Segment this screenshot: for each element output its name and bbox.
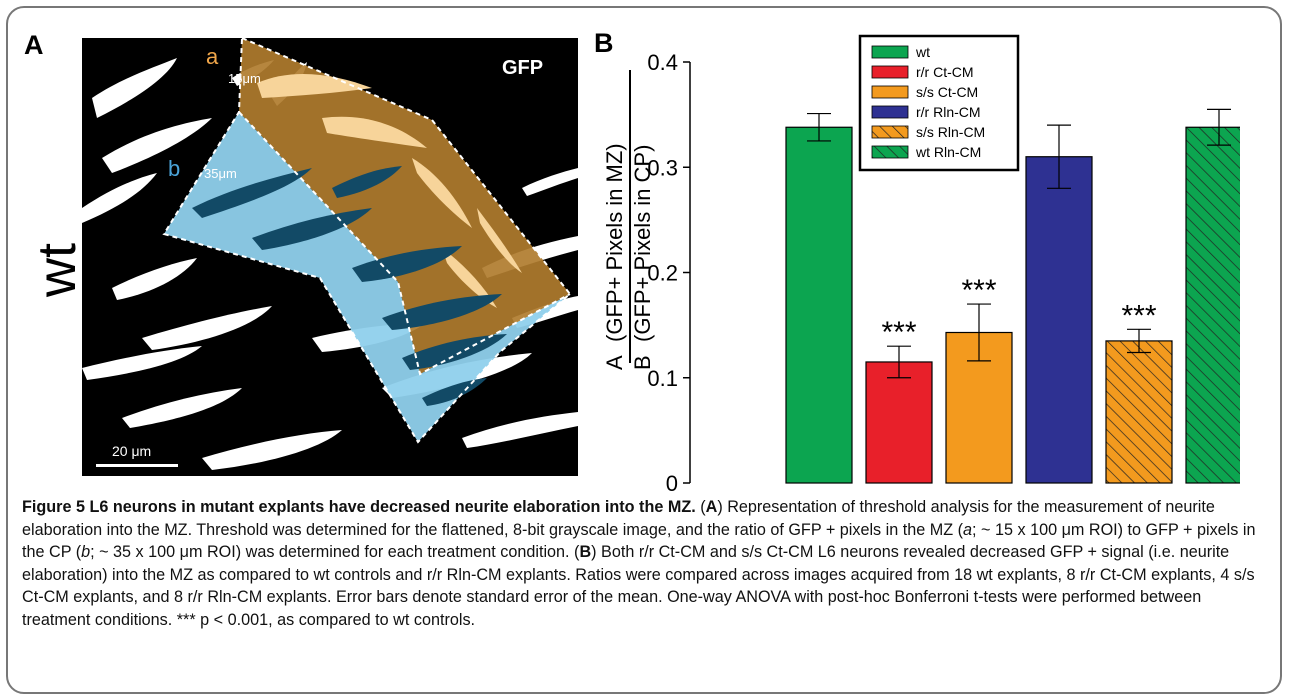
bar-0 <box>785 126 853 484</box>
legend-swatch-2 <box>871 85 909 99</box>
legend-swatch-3 <box>871 105 909 119</box>
y-axis: 0 0.1 0.2 0.3 0.4 <box>647 50 691 493</box>
caption-part-b: Both r/r Ct-CM and s/s Ct-CM L6 neurons … <box>22 543 1255 629</box>
y-tick-label: 0.4 <box>647 50 678 75</box>
y-label-denominator: (GFP+ Pixels in CP) <box>630 145 655 342</box>
scale-bar-label: 20 μm <box>112 443 151 459</box>
legend-swatch-1 <box>871 65 909 79</box>
caption-part-a-1: Representation of threshold analysis for… <box>22 498 1215 539</box>
legend-swatch-0 <box>871 45 909 59</box>
scale-bar <box>96 464 178 467</box>
caption-roi-b-ref: b <box>81 543 91 561</box>
legend-label-2: s/s Ct-CM <box>916 84 978 100</box>
legend-label-1: r/r Ct-CM <box>916 64 974 80</box>
caption-panel-a-ref: A <box>705 498 718 516</box>
y-tick-label: 0.1 <box>647 366 678 391</box>
figure-caption: Figure 5 L6 neurons in mutant explants h… <box>22 498 1256 629</box>
caption-roi-a-ref: a <box>963 520 973 539</box>
bars: *** *** *** <box>785 108 1240 484</box>
bar-5 <box>1185 126 1240 484</box>
roi-a-region <box>239 38 570 374</box>
legend-label-3: r/r Rln-CM <box>916 104 981 120</box>
significance-label-1: *** <box>881 316 916 349</box>
y-tick-label: 0.2 <box>647 261 678 286</box>
y-label-numerator: (GFP+ Pixels in MZ) <box>602 143 627 342</box>
caption-part-a-3: ; ~ 35 x 100 μm ROI) was determined for … <box>90 543 570 561</box>
bar-4 <box>1105 340 1173 484</box>
bar-3 <box>1025 156 1093 484</box>
y-label-b-prefix: B <box>630 355 655 370</box>
y-tick-label: 0.3 <box>647 155 678 180</box>
roi-divider <box>238 111 571 376</box>
significance-label-4: *** <box>1121 299 1156 332</box>
roi-a-signal <box>257 73 522 308</box>
legend: wt r/r Ct-CM s/s Ct-CM r/r Rln-CM s/s Rln-CM… <box>858 34 1020 172</box>
legend-label-0: wt <box>915 44 930 60</box>
y-label-a-prefix: A <box>602 355 627 370</box>
significance-label-2: *** <box>961 274 996 307</box>
y-axis-label: A (GFP+ Pixels in MZ) B (GFP+ Pixels in … <box>602 70 655 370</box>
y-tick-label: 0 <box>666 471 678 493</box>
legend-label-4: s/s Rln-CM <box>916 124 985 140</box>
roi-outline <box>162 38 572 444</box>
roi-b-label: b <box>168 156 180 181</box>
legend-swatch-4 <box>871 125 909 139</box>
roi-b-size: 35μm <box>204 166 237 181</box>
roi-a-size: 15μm <box>228 71 261 86</box>
bar-chart: A (GFP+ Pixels in MZ) B (GFP+ Pixels in … <box>602 34 1240 493</box>
micrograph: GFP a 15μm b 35μm 20 μm <box>82 38 578 476</box>
bar-1 <box>865 361 933 484</box>
channel-label: GFP <box>502 57 543 79</box>
caption-panel-b-ref: B <box>579 543 592 561</box>
legend-label-5: wt Rln-CM <box>915 144 981 160</box>
roi-a-label: a <box>206 44 219 69</box>
legend-swatch-5 <box>871 145 909 159</box>
caption-title: Figure 5 L6 neurons in mutant explants h… <box>22 498 696 516</box>
roi-b-signal <box>192 166 507 406</box>
panel-a-letter: A <box>24 30 44 60</box>
caption-part-a-2: ; ~ 15 x 100 μm ROI) to GFP + pixels in … <box>22 520 1256 562</box>
panel-b-letter: B <box>594 28 614 58</box>
panel-a-side-label: wt <box>27 243 87 297</box>
